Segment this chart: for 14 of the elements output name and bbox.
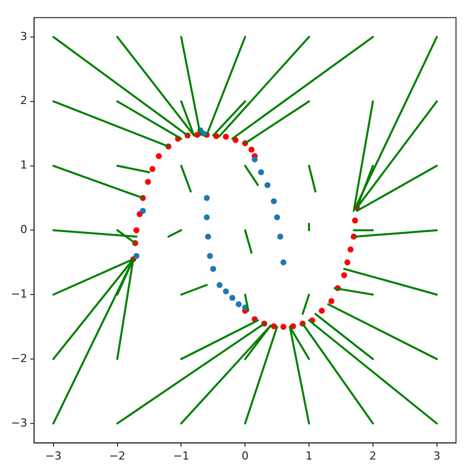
- y-tick-label: −2: [10, 352, 28, 365]
- y-tick-label: −3: [10, 416, 28, 430]
- x-tick-label: −1: [173, 449, 190, 462]
- x-tick-label: 0: [242, 449, 249, 462]
- y-tick-label: 1: [20, 158, 28, 172]
- x-tick-label: 2: [369, 449, 376, 462]
- x-tick-label: −2: [109, 449, 126, 462]
- y-tick-label: −1: [10, 287, 28, 300]
- y-tick-label: 2: [20, 94, 28, 108]
- x-tick-label: −3: [45, 449, 62, 462]
- y-tick-label: 3: [20, 30, 28, 43]
- x-tick-label: 3: [433, 449, 440, 462]
- x-tick-label: 1: [306, 449, 313, 462]
- y-tick-label: 0: [20, 223, 28, 236]
